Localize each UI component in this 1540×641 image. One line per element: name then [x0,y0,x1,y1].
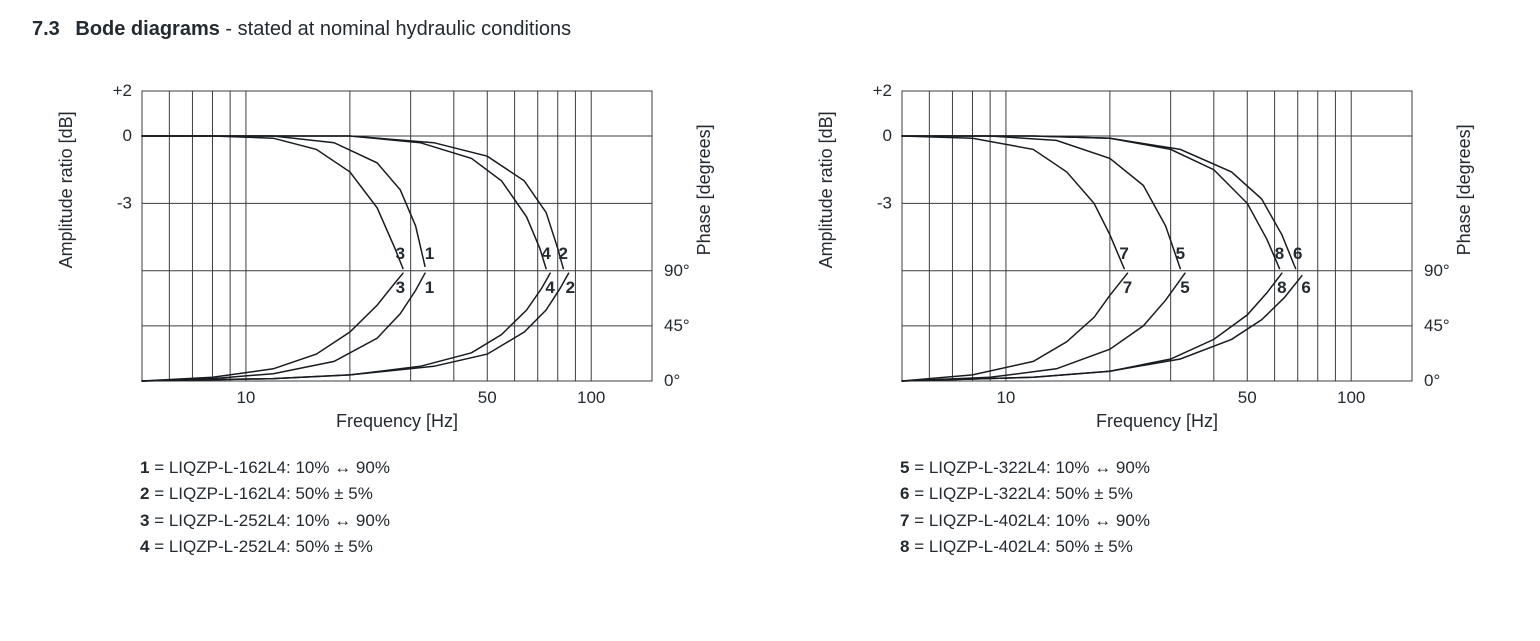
svg-text:Frequency [Hz]: Frequency [Hz] [336,411,458,431]
legend-item-text: = LIQZP-L-402L4: 10% ↔ 90% [909,511,1150,530]
svg-text:4: 4 [545,278,555,297]
right-panel: +2 0 -3 90° 45° 0° 10 50 100 Amplitude ratio [dB]… [792,71,1492,560]
legend-item: 2 = LIQZP-L-162L4: 50% ± 5% [140,481,732,507]
svg-text:100: 100 [1337,388,1365,407]
svg-text:2: 2 [566,278,575,297]
svg-text:0°: 0° [1424,371,1440,390]
bode-chart-left: +2 0 -3 90° 45° 0° 10 50 100 Amplitude ratio [dB]… [32,71,732,441]
legend-item-text: = LIQZP-L-322L4: 50% ± 5% [909,484,1132,503]
svg-text:90°: 90° [664,261,690,280]
legend-right: 5 = LIQZP-L-322L4: 10% ↔ 90%6 = LIQZP-L-… [900,455,1492,560]
legend-item-text: = LIQZP-L-162L4: 10% ↔ 90% [149,458,390,477]
legend-item-text: = LIQZP-L-252L4: 50% ± 5% [149,537,372,556]
bode-chart-right: +2 0 -3 90° 45° 0° 10 50 100 Amplitude ratio [dB]… [792,71,1492,441]
section-number: 7.3 [32,18,60,40]
section-name: Bode diagrams [75,18,219,40]
legend-left: 1 = LIQZP-L-162L4: 10% ↔ 90%2 = LIQZP-L-… [140,455,732,560]
left-panel: +2 0 -3 90° 45° 0° 10 50 100 Amplitude ratio [dB]… [32,71,732,560]
svg-text:3: 3 [396,278,405,297]
charts-row: +20-390°45°0°1050100Amplitude ratio [dB]… [32,71,1508,560]
svg-text:5: 5 [1180,278,1189,297]
svg-text:7: 7 [1119,244,1128,263]
svg-text:Phase [degrees]: Phase [degrees] [1454,124,1474,255]
svg-text:45°: 45° [664,316,690,335]
legend-item: 7 = LIQZP-L-402L4: 10% ↔ 90% [900,508,1492,534]
svg-text:-3: -3 [117,193,132,212]
svg-text:45°: 45° [1424,316,1450,335]
svg-text:2: 2 [559,244,568,263]
svg-text:50: 50 [478,388,497,407]
svg-text:-3: -3 [877,193,892,212]
svg-text:5: 5 [1176,244,1185,263]
svg-text:+2: +2 [873,81,892,100]
legend-item: 4 = LIQZP-L-252L4: 50% ± 5% [140,534,732,560]
legend-item-text: = LIQZP-L-162L4: 50% ± 5% [149,484,372,503]
section-title: 7.3 Bode diagrams - stated at nominal hy… [32,18,1508,41]
svg-text:Phase [degrees]: Phase [degrees] [694,124,714,255]
svg-text:8: 8 [1275,244,1284,263]
svg-text:Amplitude ratio [dB]: Amplitude ratio [dB] [816,111,836,268]
svg-text:Frequency [Hz]: Frequency [Hz] [1096,411,1218,431]
svg-text:0°: 0° [664,371,680,390]
legend-item-text: = LIQZP-L-402L4: 50% ± 5% [909,537,1132,556]
svg-text:100: 100 [577,388,605,407]
svg-text:7: 7 [1123,278,1132,297]
svg-text:6: 6 [1293,244,1302,263]
svg-text:0: 0 [883,126,892,145]
svg-text:10: 10 [996,388,1015,407]
svg-text:Amplitude ratio [dB]: Amplitude ratio [dB] [56,111,76,268]
svg-text:1: 1 [425,278,434,297]
svg-text:0: 0 [123,126,132,145]
legend-item-text: = LIQZP-L-252L4: 10% ↔ 90% [149,511,390,530]
svg-text:1: 1 [425,244,434,263]
svg-text:8: 8 [1277,278,1286,297]
svg-text:4: 4 [541,244,551,263]
legend-item: 5 = LIQZP-L-322L4: 10% ↔ 90% [900,455,1492,481]
svg-text:90°: 90° [1424,261,1450,280]
legend-item: 3 = LIQZP-L-252L4: 10% ↔ 90% [140,508,732,534]
legend-item: 8 = LIQZP-L-402L4: 50% ± 5% [900,534,1492,560]
svg-text:+2: +2 [113,81,132,100]
legend-item-text: = LIQZP-L-322L4: 10% ↔ 90% [909,458,1150,477]
legend-item: 6 = LIQZP-L-322L4: 50% ± 5% [900,481,1492,507]
svg-text:50: 50 [1238,388,1257,407]
section-sub: - stated at nominal hydraulic conditions [225,18,571,40]
svg-text:10: 10 [236,388,255,407]
svg-text:3: 3 [396,244,405,263]
legend-item: 1 = LIQZP-L-162L4: 10% ↔ 90% [140,455,732,481]
svg-text:6: 6 [1301,278,1310,297]
